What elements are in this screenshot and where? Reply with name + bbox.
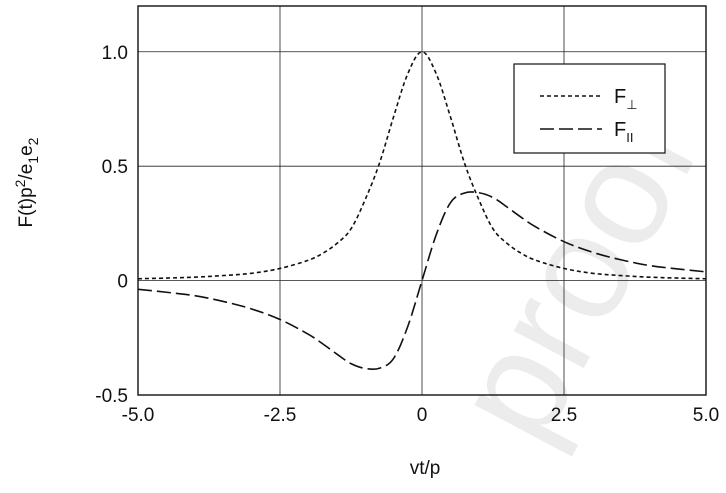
y-axis-label-part: e [16, 145, 37, 156]
y-axis-label-part: 2 [12, 179, 28, 187]
y-tick-label: -0.5 [95, 386, 128, 407]
x-tick-label: -2.5 [264, 405, 297, 426]
y-axis-label-part: F(t)p [16, 187, 37, 227]
y-axis-label-part: 2 [25, 137, 41, 145]
x-tick-label: -5.0 [122, 405, 155, 426]
y-axis-label-part: /e [16, 164, 37, 180]
tick-labels: -5.0 -2.5 0 2.5 5.0 -0.5 0 0.5 1.0 [95, 43, 719, 426]
x-tick-label: 2.5 [551, 405, 577, 426]
legend-label-2: FII [614, 119, 633, 145]
series-line-2 [137, 191, 707, 371]
legend-label-1: F⊥ [614, 86, 638, 112]
legend-box [513, 63, 666, 154]
y-tick-label: 0 [117, 272, 128, 293]
y-tick-label: 0.5 [102, 157, 128, 178]
x-axis-label: vt/p [410, 458, 441, 479]
legend: F⊥ FII [513, 63, 666, 154]
series-layer [137, 50, 707, 371]
x-tick-label: 5.0 [693, 405, 719, 426]
x-tick-label: 0 [417, 405, 428, 426]
plot-frame [137, 5, 707, 396]
series-line-1 [137, 50, 707, 280]
y-axis-label-part: 1 [25, 156, 41, 164]
y-axis-label: F(t)p2/e1e2 [12, 137, 41, 227]
y-tick-label: 1.0 [102, 43, 128, 64]
